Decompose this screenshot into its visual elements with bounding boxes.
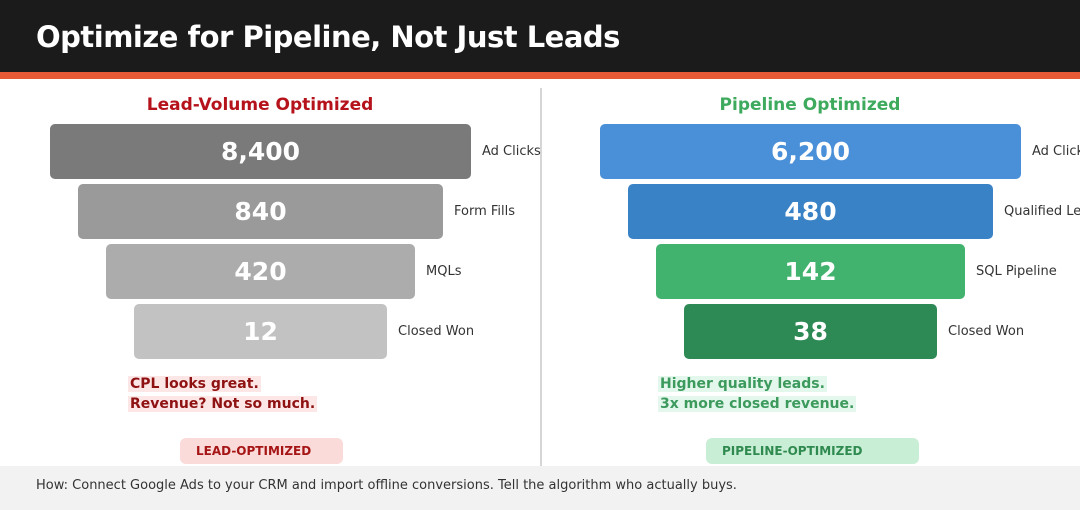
- pipeline-funnel-bar-3: 142: [656, 244, 965, 299]
- panel-divider: [540, 88, 542, 466]
- lead-funnel-label-2: Form Fills: [454, 204, 516, 219]
- page-title: Optimize for Pipeline, Not Just Leads: [36, 20, 620, 54]
- pipeline-funnel-value-4: 38: [793, 317, 828, 346]
- pipeline-note: Higher quality leads. 3x more closed rev…: [658, 374, 857, 414]
- lead-funnel-label-4: Closed Won: [398, 324, 475, 339]
- pipeline-funnel-label-1: Ad Clicks: [1032, 144, 1080, 159]
- lead-note: CPL looks great. Revenue? Not so much.: [128, 374, 318, 414]
- lead-funnel-bar-4: 12: [134, 304, 387, 359]
- lead-funnel-value-2: 840: [234, 197, 287, 226]
- lead-funnel-value-3: 420: [234, 257, 287, 286]
- pipeline-panel-title: Pipeline Optimized: [719, 95, 901, 115]
- pipeline-badge-label: PIPELINE-OPTIMIZED: [722, 444, 863, 458]
- footer-text: How: Connect Google Ads to your CRM and …: [36, 478, 737, 493]
- lead-badge-label: LEAD-OPTIMIZED: [196, 444, 312, 458]
- lead-funnel-bar-1: 8,400: [50, 124, 471, 179]
- pipeline-funnel-value-2: 480: [784, 197, 837, 226]
- header-banner: Optimize for Pipeline, Not Just Leads: [0, 0, 1080, 72]
- pipeline-funnel-value-1: 6,200: [770, 137, 851, 166]
- pipeline-note-line-2: 3x more closed revenue.: [658, 396, 857, 412]
- pipeline-funnel-bar-2: 480: [628, 184, 993, 239]
- pipeline-funnel-label-2: Qualified Leads: [1004, 204, 1080, 219]
- lead-funnel-label-1: Ad Clicks: [482, 144, 541, 159]
- lead-note-line-1: CPL looks great.: [128, 376, 261, 392]
- pipeline-funnel-bar-4: 38: [684, 304, 937, 359]
- pipeline-funnel-label-4: Closed Won: [948, 324, 1025, 339]
- lead-funnel-value-1: 8,400: [220, 137, 301, 166]
- lead-funnel-value-4: 12: [243, 317, 278, 346]
- accent-bar: [0, 72, 1080, 79]
- lead-panel-title: Lead-Volume Optimized: [146, 95, 374, 115]
- lead-funnel-label-3: MQLs: [426, 264, 462, 279]
- pipeline-funnel-bar-1: 6,200: [600, 124, 1021, 179]
- lead-funnel-bar-2: 840: [78, 184, 443, 239]
- lead-funnel-bar-3: 420: [106, 244, 415, 299]
- pipeline-funnel-label-3: SQL Pipeline: [976, 264, 1057, 279]
- lead-optimized-badge: LEAD-OPTIMIZED: [180, 438, 343, 464]
- pipeline-funnel-value-3: 142: [784, 257, 837, 286]
- footer-bar: How: Connect Google Ads to your CRM and …: [0, 466, 1080, 510]
- pipeline-optimized-badge: PIPELINE-OPTIMIZED: [706, 438, 919, 464]
- lead-note-line-2: Revenue? Not so much.: [128, 396, 318, 412]
- pipeline-note-line-1: Higher quality leads.: [658, 376, 827, 392]
